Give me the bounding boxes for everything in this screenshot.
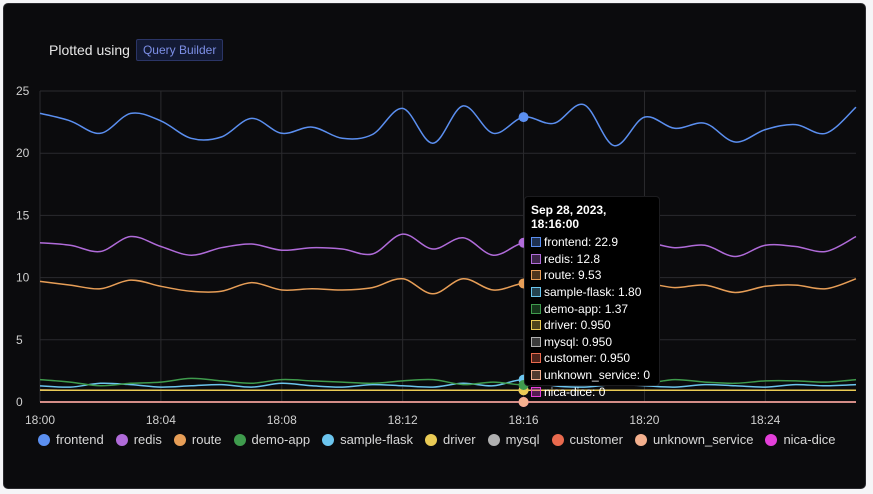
tooltip-swatch [531, 303, 541, 314]
series-line-demo-app [39, 377, 857, 387]
legend-dot [115, 433, 128, 446]
tooltip-swatch [531, 336, 541, 347]
series-line-frontend [39, 103, 857, 147]
legend-label: frontend [56, 432, 104, 447]
legend-item-driver[interactable]: driver [425, 432, 476, 447]
panel-header: Plotted using Query Builder [49, 38, 224, 62]
legend-item-nica-dice[interactable]: nica-dice [765, 432, 835, 447]
legend-dot [765, 433, 778, 446]
tooltip-swatch [531, 287, 541, 298]
tooltip-row: redis: 12.8 [531, 251, 653, 268]
tooltip-swatch [531, 370, 541, 381]
tooltip-row: driver: 0.950 [531, 317, 653, 334]
tooltip-swatch [531, 353, 541, 364]
x-tick-label: 18:04 [146, 413, 176, 427]
tooltip-title: Sep 28, 2023, 18:16:00 [531, 203, 607, 231]
y-tick-label: 15 [16, 208, 30, 222]
tooltip-swatch [531, 386, 541, 397]
tooltip-row: sample-flask: 1.80 [531, 284, 653, 301]
tooltip-row: frontend: 22.9 [531, 234, 653, 251]
legend-label: driver [443, 432, 476, 447]
legend-dot [233, 433, 246, 446]
tooltip-row-label: mysql: 0.950 [544, 334, 613, 349]
legend-label: nica-dice [783, 432, 836, 447]
legend-label: redis [133, 432, 162, 447]
tooltip-row-label: nica-dice: 0 [544, 384, 606, 399]
x-tick-label: 18:16 [509, 413, 539, 427]
legend-label: customer [569, 432, 623, 447]
x-tick-label: 18:00 [25, 413, 55, 427]
legend-item-customer[interactable]: customer [551, 432, 623, 447]
y-tick-label: 20 [16, 146, 30, 160]
series-line-redis [39, 233, 857, 258]
tooltip-row-label: redis: 12.8 [544, 251, 601, 266]
legend-label: mysql [505, 432, 540, 447]
legend-item-route[interactable]: route [173, 432, 222, 447]
tooltip-swatch [531, 253, 541, 264]
tooltip-row: mysql: 0.950 [531, 334, 653, 351]
x-tick-label: 18:08 [267, 413, 297, 427]
y-tick-label: 0 [16, 395, 23, 409]
legend-dot [425, 433, 438, 446]
legend-item-redis[interactable]: redis [115, 432, 162, 447]
legend-dot [173, 433, 186, 446]
tooltip-row: customer: 0.950 [531, 350, 653, 367]
query-builder-badge[interactable]: Query Builder [135, 39, 224, 61]
plotted-using-label: Plotted using [49, 42, 130, 58]
series-line-route [39, 278, 857, 295]
tooltip-swatch [531, 320, 541, 331]
legend-dot [551, 433, 564, 446]
legend-dot [38, 433, 50, 446]
series-line-sample-flask [39, 378, 857, 388]
x-tick-label: 18:24 [750, 413, 780, 427]
legend-item-unknown_service[interactable]: unknown_service [634, 432, 754, 447]
tooltip-swatch [531, 237, 541, 248]
x-tick-label: 18:12 [388, 413, 418, 427]
tooltip-row-label: customer: 0.950 [544, 351, 631, 366]
tooltip-swatch [531, 270, 541, 281]
hover-point-unknown_service [518, 397, 529, 407]
tooltip-row: demo-app: 1.37 [531, 300, 653, 317]
legend-dot [634, 433, 647, 446]
legend-label: route [191, 432, 222, 447]
tooltip-row: unknown_service: 0 [531, 367, 653, 384]
tooltip-row-label: unknown_service: 0 [544, 368, 651, 383]
legend-label: demo-app [251, 432, 311, 447]
tooltip-row-label: route: 9.53 [544, 268, 602, 283]
tooltip-row: route: 9.53 [531, 267, 653, 284]
legend-label: unknown_service [652, 432, 754, 447]
legend-item-mysql[interactable]: mysql [487, 432, 540, 447]
y-tick-label: 5 [16, 333, 23, 347]
legend-item-frontend[interactable]: frontend [38, 432, 104, 447]
x-tick-label: 18:20 [629, 413, 659, 427]
hover-point-frontend [518, 112, 529, 123]
tooltip-row: nica-dice: 0 [531, 383, 653, 400]
chart-tooltip: Sep 28, 2023, 18:16:00 frontend: 22.9 red… [524, 196, 660, 399]
chart-legend: frontend redis route demo-app sample-flask dr… [38, 432, 835, 447]
y-tick-label: 25 [16, 84, 30, 98]
legend-item-demo-app[interactable]: demo-app [233, 432, 311, 447]
legend-dot [322, 433, 335, 446]
y-tick-label: 10 [16, 271, 30, 285]
tooltip-row-label: frontend: 22.9 [544, 235, 619, 250]
legend-dot [487, 433, 500, 446]
legend-item-sample-flask[interactable]: sample-flask [322, 432, 413, 447]
legend-label: sample-flask [340, 432, 414, 447]
tooltip-row-label: driver: 0.950 [544, 318, 611, 333]
chart-panel: Plotted using Query Builder [4, 4, 865, 488]
tooltip-row-label: sample-flask: 1.80 [544, 285, 642, 300]
tooltip-row-label: demo-app: 1.37 [544, 301, 629, 316]
